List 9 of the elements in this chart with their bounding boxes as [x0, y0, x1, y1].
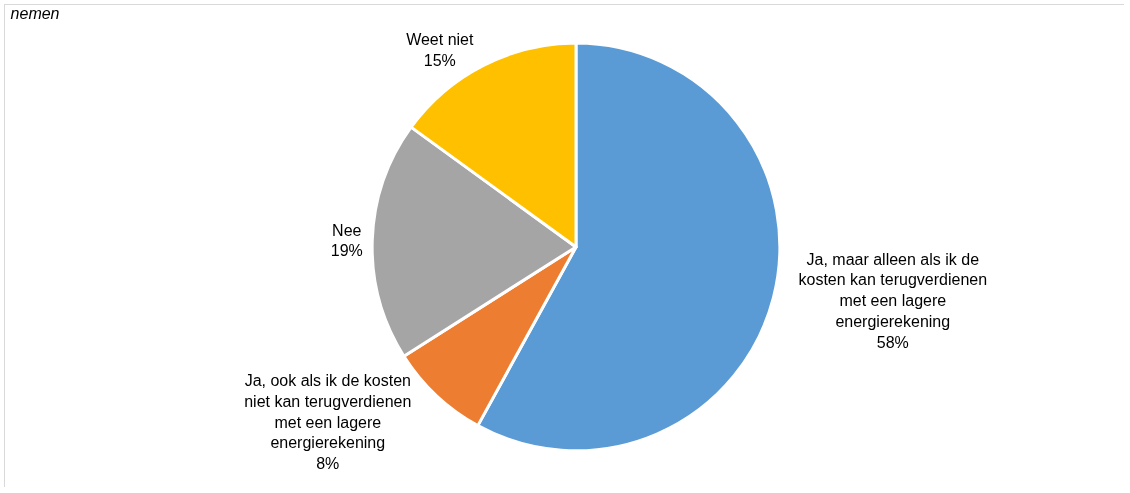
- text: nemen: [10, 4, 60, 22]
- slice-label: Weet niet: [406, 31, 474, 49]
- slice-label: Nee: [332, 221, 362, 239]
- slice-label: Ja, ook als ik de kosten niet kan terugverdienen met een lagere energierekening: [244, 372, 412, 452]
- data-label: 58%: [876, 333, 909, 351]
- data-label: 8%: [316, 455, 340, 473]
- data-label: 19%: [330, 242, 363, 260]
- data-label: 15%: [423, 52, 456, 70]
- slice-label: Ja, maar alleen als ik de kosten kan terugverdienen met een lagere energierekening: [798, 250, 988, 331]
